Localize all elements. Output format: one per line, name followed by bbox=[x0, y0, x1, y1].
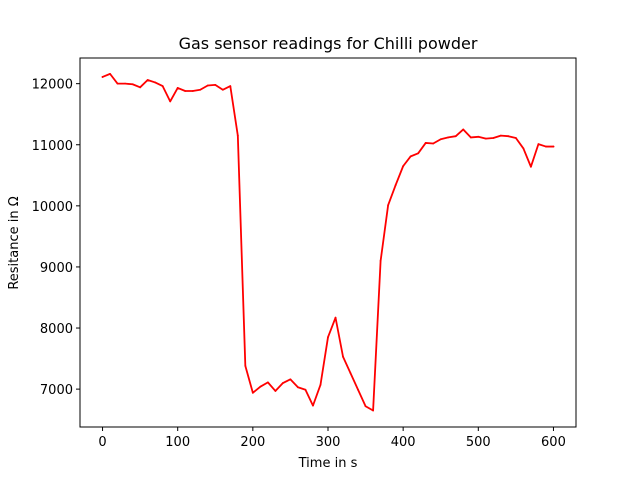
data-point bbox=[432, 142, 435, 145]
data-point bbox=[514, 137, 517, 139]
x-tick-label: 500 bbox=[466, 435, 491, 450]
data-point bbox=[447, 136, 450, 139]
data-point bbox=[101, 76, 104, 78]
data-point bbox=[507, 135, 510, 138]
x-tick-label: 100 bbox=[165, 435, 190, 450]
data-point bbox=[124, 82, 126, 85]
data-point bbox=[334, 316, 337, 319]
data-point bbox=[477, 135, 480, 138]
y-tick-label: 8000 bbox=[40, 322, 73, 337]
x-tick-label: 0 bbox=[98, 435, 106, 450]
data-point bbox=[394, 184, 397, 186]
x-axis: 0 100 200 300 400 500 600 bbox=[98, 427, 566, 450]
data-point bbox=[530, 165, 532, 168]
y-tick-label: 9000 bbox=[40, 261, 73, 276]
x-tick-label: 600 bbox=[541, 435, 566, 450]
data-point bbox=[169, 100, 172, 103]
y-axis: 7000 8000 9000 10000 11000 12000 bbox=[32, 78, 80, 398]
data-point bbox=[492, 137, 495, 139]
data-point bbox=[154, 81, 157, 84]
data-point bbox=[424, 142, 427, 144]
data-point bbox=[552, 145, 555, 148]
x-tick-label: 300 bbox=[316, 435, 341, 450]
y-axis-label: Resitance in Ω bbox=[7, 196, 22, 289]
data-point bbox=[206, 84, 209, 87]
x-axis-label: Time in s bbox=[298, 456, 358, 471]
data-point bbox=[372, 409, 374, 412]
data-point bbox=[191, 90, 194, 92]
plot-frame bbox=[79, 57, 577, 428]
data-point bbox=[221, 88, 224, 91]
data-point bbox=[417, 152, 420, 155]
data-point bbox=[236, 134, 239, 137]
data-point bbox=[522, 147, 525, 150]
data-point bbox=[387, 204, 390, 207]
y-tick-label: 7000 bbox=[40, 383, 73, 398]
y-tick-label: 12000 bbox=[32, 78, 73, 93]
data-point bbox=[289, 378, 292, 381]
data-point bbox=[545, 145, 547, 148]
data-point bbox=[454, 135, 457, 138]
data-point bbox=[439, 138, 442, 141]
data-point bbox=[139, 86, 142, 89]
data-point bbox=[319, 383, 322, 386]
data-point bbox=[484, 137, 487, 140]
data-point bbox=[537, 143, 540, 146]
data-point bbox=[259, 385, 262, 388]
data-point bbox=[409, 155, 412, 158]
chart-title: Gas sensor readings for Chilli powder bbox=[179, 34, 478, 53]
data-point bbox=[327, 336, 329, 339]
data-point bbox=[499, 134, 502, 137]
data-point bbox=[176, 87, 179, 89]
data-point bbox=[349, 372, 352, 375]
data-point bbox=[402, 165, 405, 168]
data-point bbox=[131, 83, 134, 86]
data-point bbox=[229, 85, 232, 87]
series-line-0 bbox=[101, 72, 555, 412]
data-point bbox=[304, 388, 307, 391]
x-tick-label: 400 bbox=[391, 435, 416, 450]
data-point bbox=[251, 391, 254, 394]
y-tick-label: 10000 bbox=[32, 200, 73, 215]
data-point bbox=[116, 82, 119, 85]
data-point bbox=[297, 386, 299, 389]
data-point bbox=[184, 90, 187, 92]
data-point bbox=[312, 404, 314, 407]
data-point bbox=[342, 355, 344, 358]
data-point bbox=[469, 136, 472, 139]
data-point bbox=[274, 390, 277, 392]
data-point bbox=[462, 128, 465, 131]
data-point bbox=[357, 388, 359, 391]
data-point bbox=[282, 382, 284, 384]
data-point bbox=[244, 365, 247, 367]
data-point bbox=[379, 259, 382, 262]
data-point bbox=[364, 405, 367, 408]
data-point bbox=[109, 72, 111, 75]
y-tick-label: 11000 bbox=[32, 139, 73, 154]
series-layer bbox=[101, 72, 555, 412]
x-tick-label: 200 bbox=[240, 435, 265, 450]
data-point bbox=[161, 85, 164, 87]
data-point bbox=[146, 79, 149, 81]
data-point bbox=[214, 83, 217, 86]
data-point bbox=[266, 381, 269, 384]
data-point bbox=[199, 88, 202, 91]
